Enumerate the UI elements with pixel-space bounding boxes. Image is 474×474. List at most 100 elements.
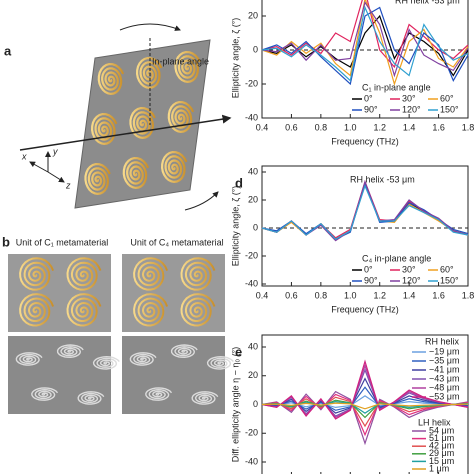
y-tick-label: 0	[253, 44, 258, 54]
legend-label: 30°	[402, 93, 416, 103]
y-tick-label: 20	[248, 10, 258, 20]
legend-label: 15 μm	[429, 456, 454, 466]
spiral	[19, 257, 55, 291]
legend-label: −41 μm	[429, 364, 459, 374]
axis-label: y	[52, 146, 58, 156]
spiral-array	[84, 50, 201, 196]
rotation-arrow	[184, 191, 219, 211]
spiral	[135, 56, 163, 90]
x-tick-label: 1.4	[403, 290, 416, 300]
spiral	[133, 293, 169, 327]
legend-title: C₄ in-plane angle	[362, 253, 431, 263]
legend-label: 42 μm	[429, 441, 454, 451]
charts: -40 -20 0 20 0.4 0.6 0.8 1.0 1.2 1.4 1.6 1.8 Frequen…	[230, 0, 474, 474]
series-line	[261, 182, 469, 240]
spiral	[122, 156, 150, 190]
plot-frame	[261, 0, 469, 119]
y-tick-label: 40	[248, 341, 258, 351]
spiral	[90, 112, 118, 146]
sem-image	[8, 336, 111, 414]
x-tick-label: 0.8	[315, 122, 328, 132]
chart-title: RH helix -53 μm	[395, 0, 460, 5]
spiral	[129, 352, 157, 366]
spiral	[84, 162, 111, 196]
legend-label: 90°	[364, 275, 378, 285]
x-axis-label: Frequency (THz)	[331, 136, 399, 146]
series-line	[261, 181, 469, 240]
spiral	[167, 100, 195, 134]
series-line	[261, 179, 469, 242]
x-tick-label: 1.2	[373, 122, 386, 132]
spiral	[92, 355, 120, 370]
spiral	[191, 391, 219, 405]
unit-title: Unit of C₁ metamaterial	[16, 237, 109, 247]
panel-label: d	[235, 175, 243, 190]
axis-arrow	[47, 171, 65, 183]
legend-label: −48 μm	[429, 382, 459, 392]
legend-label: 60°	[440, 264, 454, 274]
series-line	[261, 402, 469, 410]
legend-label: 0°	[364, 93, 373, 103]
y-tick-label: -40	[245, 456, 258, 466]
rotation-arrow	[119, 23, 181, 31]
legend-label: 51 μm	[429, 433, 454, 443]
axis-label: z	[65, 180, 71, 190]
legend-label: 0°	[364, 264, 373, 274]
x-tick-label: 1.6	[432, 122, 445, 132]
x-tick-label: 0.6	[285, 122, 298, 132]
x-tick-label: 1.0	[344, 290, 357, 300]
x-tick-label: 0.4	[256, 122, 269, 132]
y-tick-label: -40	[245, 278, 258, 288]
legend-label: 120°	[402, 104, 421, 114]
x-tick-label: 0.8	[315, 290, 328, 300]
y-tick-label: 20	[248, 370, 258, 380]
spiral	[129, 106, 156, 140]
y-tick-label: 0	[253, 399, 258, 409]
x-tick-label: 1.8	[462, 122, 474, 132]
panel-label: a	[4, 43, 12, 58]
y-tick-label: -40	[245, 112, 258, 122]
x-tick-label: 0.6	[285, 290, 298, 300]
x-tick-label: 1.2	[373, 290, 386, 300]
legend-title: C₁ in-plane angle	[362, 82, 431, 92]
legend-title: LH helix	[418, 417, 451, 427]
spiral	[174, 50, 201, 84]
legend-label: 90°	[364, 104, 378, 114]
plot-frame	[261, 165, 469, 287]
legend-label: 1 μm	[429, 463, 449, 473]
spiral-array	[15, 257, 234, 405]
x-tick-label: 1.4	[403, 122, 416, 132]
legend-label: 150°	[440, 275, 459, 285]
legend-label: 30°	[402, 264, 416, 274]
beam-arrow	[19, 114, 232, 151]
spiral	[180, 293, 216, 327]
axis-label: x	[21, 151, 27, 161]
chart-title: RH helix -53 μm	[350, 174, 415, 184]
legend-label: −19 μm	[429, 346, 459, 356]
legend-label: 54 μm	[429, 425, 454, 435]
spiral	[206, 355, 234, 370]
y-tick-label: 0	[253, 222, 258, 232]
series-line	[261, 0, 469, 69]
x-tick-label: 1.8	[462, 290, 474, 300]
x-axis-label: Frequency (THz)	[331, 304, 399, 314]
legend-label: 60°	[440, 93, 454, 103]
spiral	[170, 344, 198, 359]
legend-label: 29 μm	[429, 448, 454, 458]
legend-label: −35 μm	[429, 355, 459, 365]
y-tick-label: 40	[248, 166, 258, 176]
legend-label: 150°	[440, 104, 459, 114]
series-line	[261, 181, 469, 240]
spiral	[145, 387, 173, 401]
spiral	[31, 387, 59, 401]
y-tick-label: -20	[245, 250, 258, 260]
legend-title: RH helix	[425, 336, 460, 346]
spiral	[15, 352, 43, 366]
legend-label: 120°	[402, 275, 421, 285]
y-tick-label: -20	[245, 78, 258, 88]
angle-label: In-plane angle	[152, 56, 209, 66]
axis-arrow	[29, 161, 49, 173]
spiral	[180, 257, 216, 291]
spiral	[19, 293, 55, 327]
